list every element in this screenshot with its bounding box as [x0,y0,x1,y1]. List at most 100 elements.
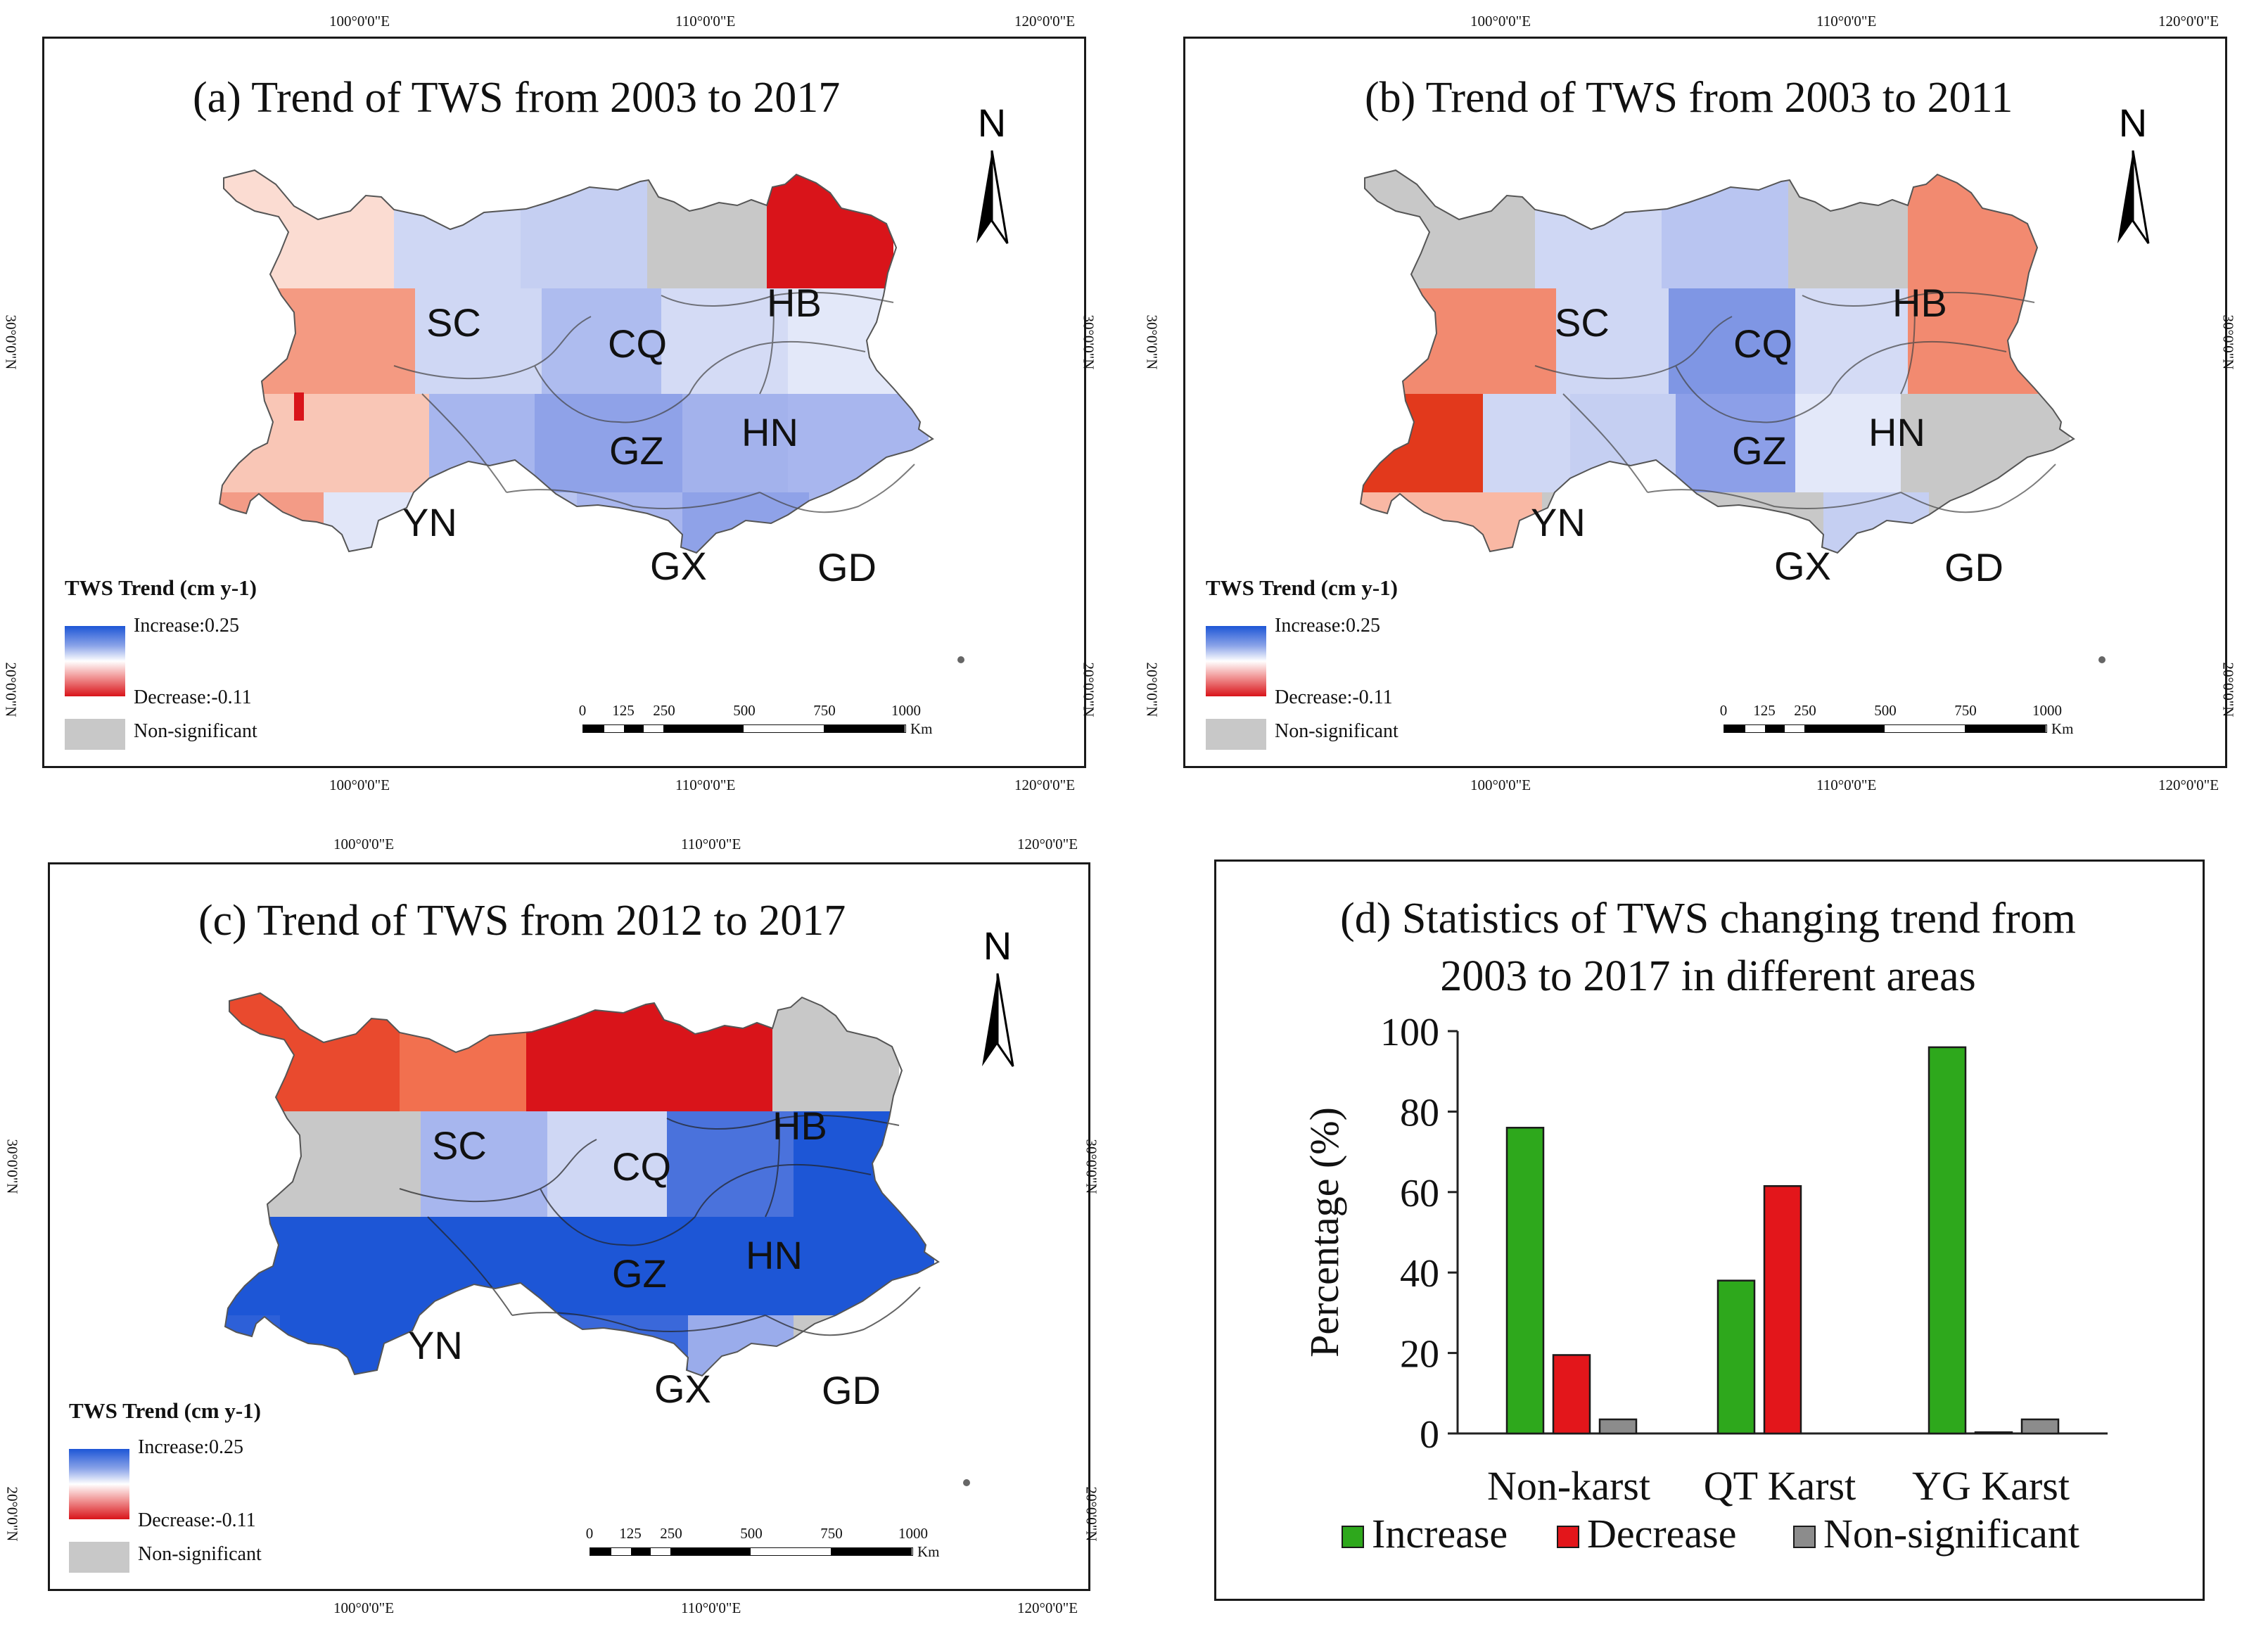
lon-label-110-bottom: 110°0'0"E [681,1599,741,1616]
map-cell [2049,288,2074,394]
chart-panel-d [1214,860,2205,1601]
scale-tick-250: 250 [660,1525,682,1542]
map-cell [219,170,394,288]
north-arrow-icon [976,150,1009,244]
map-cell [1823,598,1964,654]
map-cell [767,170,893,288]
legend-swatch-decrease [1557,1526,1579,1548]
province-label-sc: SC [432,1123,487,1168]
legend-nonsig-label: Non-significant [1275,720,1399,742]
map-cell [1483,394,1570,499]
province-label-gd: GD [1944,545,2003,589]
province-label-gz: GZ [1732,428,1787,473]
province-label-sc: SC [426,300,481,345]
legend-gradient [1206,626,1266,696]
province-label-yn: YN [1531,500,1586,544]
scale-tick-1000: 1000 [2032,702,2062,719]
province-label-sc: SC [1555,300,1610,345]
province-label-hb: HB [1892,281,1947,325]
province-label-hn: HN [746,1233,803,1277]
x-tick-label: Non-karst [1487,1463,1650,1509]
map-panel-b: 100°0'0"E 110°0'0"E 120°0'0"E 100°0'0"E … [1141,0,2267,802]
lon-label-120-top: 120°0'0"E [2158,13,2219,30]
scale-tick-125: 125 [619,1525,642,1542]
scale-tick-500: 500 [1874,702,1897,719]
region-map [218,169,964,663]
scale-tick-250: 250 [653,702,675,719]
scale-tick-0: 0 [1719,702,1728,719]
map-cell [450,492,577,553]
legend-label-non-significant: Non-significant [1823,1511,2079,1557]
map-cell [653,993,772,1111]
province-label-gz: GZ [612,1251,667,1296]
map-cell [577,598,823,654]
map-cell [225,993,400,1111]
map-cell [542,288,661,394]
map-cell [225,1111,421,1217]
legend-nonsig-label: Non-significant [138,1543,262,1565]
map-title: (a) Trend of TWS from 2003 to 2017 [193,74,841,122]
y-tick-label: 40 [1400,1252,1439,1296]
map-cell [915,492,933,553]
province-label-hb: HB [767,281,822,325]
map-title: (c) Trend of TWS from 2012 to 2017 [198,897,846,945]
bar-decrease-qt-karst [1763,1184,1802,1435]
scale-tick-500: 500 [733,702,756,719]
lon-label-110-top: 110°0'0"E [681,836,741,852]
lon-label-100-top: 100°0'0"E [329,13,390,30]
map-cell [287,1421,428,1477]
scale-tick-1000: 1000 [891,702,921,719]
legend-label-decrease: Decrease [1587,1511,1737,1557]
map-cell [892,1315,938,1376]
map-cell [535,394,682,499]
scale-tick-0: 0 [578,702,587,719]
north-arrow-icon [982,973,1014,1067]
lon-label-100-top: 100°0'0"E [1470,13,1531,30]
scale-tick-750: 750 [820,1525,843,1542]
map-cell [1535,170,1662,288]
map-cell [1669,288,1795,394]
north-letter: N [2118,101,2148,145]
map-cell [394,170,521,288]
lon-label-120-top: 120°0'0"E [1014,13,1076,30]
bar-decrease-non-karst [1552,1354,1591,1435]
province-label-hn: HN [741,410,798,454]
province-label-gx: GX [650,544,707,588]
province-label-cq: CQ [1733,321,1792,366]
scale-tick-750: 750 [813,702,836,719]
scale-tick-125: 125 [612,702,635,719]
legend-swatch-non-significant [1793,1526,1816,1548]
scale-bar [582,724,906,733]
lon-label-110-top: 110°0'0"E [675,13,736,30]
province-label-yn: YN [408,1323,463,1367]
map-frame [42,37,1086,768]
map-cell [1823,492,1929,553]
lon-label-110-top: 110°0'0"E [1816,13,1877,30]
region-map [224,992,970,1486]
scale-unit: Km [917,1543,940,1560]
legend-title: TWS Trend (cm y-1) [65,575,257,600]
y-tick-label: 60 [1400,1172,1439,1215]
scale-tick-1000: 1000 [898,1525,928,1542]
map-panel-c: 100°0'0"E 110°0'0"E 120°0'0"E 100°0'0"E … [4,823,1131,1625]
province-label-hb: HB [772,1104,827,1148]
map-cell [682,394,788,499]
north-letter: N [977,101,1007,145]
scale-bar [1724,724,2047,733]
y-tick-label: 80 [1400,1091,1439,1135]
bar-decrease-yg-karst [1974,1431,2013,1435]
scale-tick-500: 500 [740,1525,763,1542]
bar-increase-non-karst [1505,1127,1545,1435]
map-cell [1908,170,2056,288]
north-arrow: N [962,924,1033,1068]
lon-label-100-bottom: 100°0'0"E [1470,777,1531,793]
legend-nonsig-label: Non-significant [134,720,257,742]
legend-nonsig-swatch [1206,719,1266,750]
province-label-cq: CQ [612,1144,671,1189]
scale-bar [590,1547,913,1556]
region-outline [218,169,934,554]
scale-tick-125: 125 [1753,702,1776,719]
map-cell [526,993,653,1111]
province-label-yn: YN [402,500,457,544]
lon-label-120-bottom: 120°0'0"E [1017,1599,1078,1616]
